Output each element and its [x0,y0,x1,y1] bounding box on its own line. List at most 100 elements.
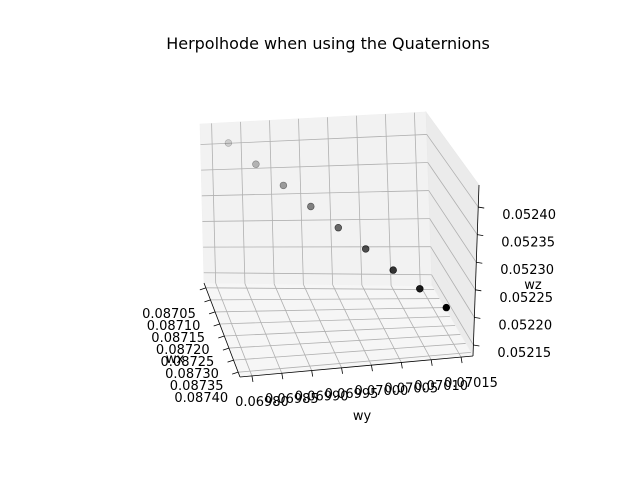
y-axis-label: wy [353,409,372,424]
grid-line-z-side [426,134,479,208]
chart-title: Herpolhode when using the Quaternions [166,34,490,53]
y-tick-label: 0.07015 [444,376,498,391]
scatter-point [416,285,424,293]
y-tick-label: 0.06990 [295,390,349,405]
z-tick-label: 0.05215 [497,346,551,361]
z-tick-mark [477,234,484,237]
x-tick-mark [222,347,230,351]
grid-line-x-floor [205,287,435,290]
y-tick-label: 0.06980 [235,395,289,410]
x-axis-label: wx [166,352,185,367]
scatter-point [224,139,233,147]
y-tick-mark [251,375,254,382]
z-tick-mark [474,316,481,319]
grid-line-z-side [431,274,474,346]
scatter-point [279,181,288,190]
grid-line-z-side [427,162,478,235]
grid-line-y-wall [327,117,334,285]
grid-line-y-floor [244,283,283,374]
axes [203,184,480,378]
grid-line-z-back [200,134,427,145]
grid-line-y-wall [298,118,304,285]
grid-line-y-floor [390,285,432,360]
grid-line-y-wall [269,120,275,284]
z-tick-label: 0.05225 [499,291,553,306]
grid-line-y-wall [356,115,363,286]
z-tick-mark [478,206,485,209]
z-axis-line [472,184,480,357]
grid-line-z-back [201,162,428,171]
z-tick-label: 0.05235 [501,236,555,251]
grid-line-x-floor [219,316,450,325]
z-tick-mark [475,289,482,292]
z-tick-mark [476,261,483,264]
x-tick-label: 0.08725 [161,355,215,370]
grid-line-x-floor [238,352,471,373]
y-tick-mark [460,357,463,364]
y-tick-label: 0.06985 [265,392,319,407]
x-tick-label: 0.08705 [142,307,196,322]
grid-line-z-side [430,246,475,318]
x-tick-mark [213,323,220,327]
grid-line-y-floor [332,284,372,366]
y-tick-label: 0.07000 [355,384,409,399]
y-tick-mark [400,362,403,369]
x-tick-labels: 0.087050.087100.087150.087200.087250.087… [142,287,239,406]
x-tick-mark [232,371,239,375]
y-tick-mark [311,370,314,377]
x-tick-label: 0.08710 [147,319,201,334]
x-tick-mark [218,335,225,339]
z-tick-label: 0.05240 [502,208,556,223]
grid-line-x-floor [228,334,461,349]
scatter-point [252,160,260,168]
x-tick-label: 0.08740 [174,391,228,406]
y-tick-mark [371,365,373,372]
grid-line-y-wall [211,123,217,284]
grid-line-x-floor [224,325,456,337]
x-tick-label: 0.08720 [156,343,210,358]
x-tick-label: 0.08735 [170,379,224,394]
x-tick-label: 0.08730 [165,367,219,382]
grid-line-y-floor [303,284,342,369]
scatter-point [307,202,315,211]
y-axis-line [239,355,474,378]
x-tick-label: 0.08715 [151,331,205,346]
grid-line-y-wall [240,121,246,284]
y-tick-mark [341,367,343,374]
grid-line-z-back [201,190,429,197]
scatter-point [334,224,342,232]
grid-line-y-floor [215,283,253,377]
grid-line-z-side [428,190,477,263]
grid-line-x-floor [233,343,466,361]
x-tick-mark [227,359,234,363]
z-tick-label: 0.05230 [500,263,554,278]
z-tick-mark [473,344,480,347]
y-tick-label: 0.07010 [414,379,468,394]
scatter-points [224,139,450,312]
z-tick-label: 0.05220 [498,318,552,333]
scatter-point [389,266,397,274]
y-tick-mark [281,373,284,380]
grid-line-x-floor [210,298,440,301]
x-tick-mark [208,311,216,315]
grid-lines [200,112,479,377]
grid-line-y-floor [419,285,462,358]
y-tick-labels: 0.069800.069850.069900.069950.070000.070… [235,357,498,410]
grid-line-y-floor [273,283,313,371]
y-tick-mark [430,359,433,366]
x-tick-mark [204,299,211,303]
grid-line-y-wall [414,112,421,286]
y-tick-label: 0.06995 [325,387,379,402]
scatter-point [442,303,450,312]
grid-line-z-back [203,272,432,276]
grid-line-y-floor [361,284,402,363]
back-wall-pane [199,111,433,287]
grid-line-z-side [429,218,476,291]
x-axis-line [203,282,241,378]
z-tick-labels: 0.05215 0.05220 0.05225 0.05230 0.05235 0.052… [473,206,556,361]
z-axis-label: wz [524,278,542,293]
y-tick-label: 0.07005 [384,381,438,396]
grid-line-y-wall [385,114,392,286]
x-tick-mark [199,287,206,291]
